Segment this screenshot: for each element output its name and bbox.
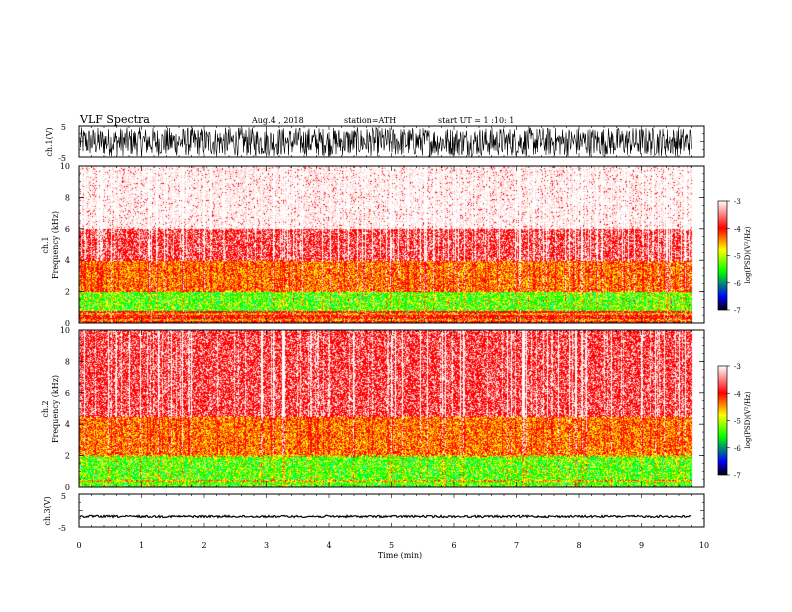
ch1-spectrogram-image: [79, 166, 704, 323]
time-tick-label: 6: [451, 541, 456, 550]
ch1-colorbar-tick-label: -6: [734, 280, 741, 288]
ch1-waveform-line: [79, 126, 692, 158]
ch1-ytick-bottom: -5: [58, 154, 66, 163]
ch1-colorbar-tick-label: -4: [734, 225, 741, 233]
ch2-spec-ytick-label: 10: [60, 326, 70, 335]
time-tick-label: 9: [639, 541, 644, 550]
ch2-colorbar-ticks: -3 -4 -5 -6 -7: [727, 363, 741, 480]
ch1-spec-ytick-label: 4: [65, 256, 70, 265]
start-ut-label: start UT = 1 :10: 1: [438, 116, 514, 125]
ch2-spec-ytick-label: 8: [65, 357, 70, 366]
ch1-waveform-ylabel: ch.1(V): [45, 127, 54, 156]
ch1-waveform-panel: 5 -5 ch.1(V): [45, 123, 705, 163]
ch1-spectrogram-ylabel-channel: ch.1: [41, 236, 50, 253]
ch1-spec-ytick-label: 8: [65, 193, 70, 202]
ch2-colorbar-tick-label: -5: [734, 418, 741, 426]
ch3-waveform-ticks: [78, 493, 705, 528]
ch2-spectrogram-ylabel-channel: ch.2: [41, 400, 50, 417]
ch1-ytick-top: 5: [61, 123, 66, 132]
ch1-colorbar-tick-label: -3: [734, 198, 741, 206]
time-axis-label: Time (min): [378, 551, 422, 560]
ch2-colorbar-tick-label: -3: [734, 363, 741, 371]
ch1-colorbar-label: log(PSD)(V²/Hz): [744, 226, 752, 283]
ch2-colorbar: -3 -4 -5 -6 -7 log(PSD)(V²/Hz): [717, 363, 752, 480]
time-tick-label: 7: [514, 541, 519, 550]
time-tick-label: 4: [326, 541, 331, 550]
ch2-spectrogram-ytick-labels: 0 2 4 6 8 10: [60, 326, 70, 492]
time-tick-label: 3: [264, 541, 269, 550]
ch2-spectrogram-ylabel-frequency: Frequency (kHz): [51, 375, 60, 443]
ch1-colorbar-tick-label: -7: [734, 307, 741, 315]
time-tick-label: 5: [389, 541, 394, 550]
ch1-waveform-trace: [79, 126, 692, 158]
ch1-spectrogram-panel: 0 2 4 6 8 10 ch.1 Frequency (kHz): [41, 162, 705, 328]
ch1-colorbar-tick-label: -5: [734, 253, 741, 261]
ch3-ytick-bottom: -5: [58, 524, 66, 533]
time-axis: 0 1 2 3 4 5 6 7 8 9 10: [76, 541, 709, 550]
ch2-colorbar-tick-label: -4: [734, 390, 741, 398]
ch3-waveform-panel: 5 -5 ch.3(V): [43, 492, 705, 533]
ch3-waveform-trace: [79, 514, 692, 519]
station-label: station=ATH: [344, 116, 396, 125]
ch1-spec-ytick-label: 0: [65, 319, 70, 328]
ch1-colorbar-gradient: [717, 200, 728, 311]
ch2-spectrogram-image: [79, 330, 704, 487]
ch3-waveform-line: [79, 514, 692, 519]
ch2-colorbar-tick-label: -6: [734, 445, 741, 453]
ch3-waveform-frame: [78, 493, 705, 528]
ch1-spec-ytick-label: 10: [60, 162, 70, 171]
time-tick-label: 0: [76, 541, 81, 550]
ch1-colorbar-ticks: -3 -4 -5 -6 -7: [727, 198, 741, 315]
ch3-waveform-ylabel: ch.3(V): [43, 496, 52, 525]
ch2-spectrogram-panel: 0 2 4 6 8 10 ch.2 Frequency (kHz): [41, 326, 705, 492]
ch3-ytick-top: 5: [61, 492, 66, 501]
date-label: Aug.4 , 2018: [251, 116, 304, 125]
ch2-spec-ytick-label: 2: [65, 452, 70, 461]
ch1-waveform-ticks: [78, 125, 705, 158]
time-tick-label: 10: [699, 541, 709, 550]
time-tick-label: 8: [576, 541, 581, 550]
ch1-spectrogram-ytick-labels: 0 2 4 6 8 10: [60, 162, 70, 328]
ch1-spec-ytick-label: 6: [65, 225, 70, 234]
time-tick-label: 2: [201, 541, 206, 550]
ch1-spectrogram-ylabel-frequency: Frequency (kHz): [51, 211, 60, 279]
ch1-colorbar: -3 -4 -5 -6 -7 log(PSD)(V²/Hz): [717, 198, 752, 315]
time-tick-label: 1: [139, 541, 144, 550]
ch1-spectrogram-ticks: [78, 165, 705, 324]
ch2-colorbar-gradient: [717, 365, 728, 476]
ch2-spectrogram-ticks: [78, 329, 705, 488]
ch2-colorbar-tick-label: -7: [734, 472, 741, 480]
ch2-colorbar-label: log(PSD)(V²/Hz): [744, 391, 752, 448]
ch1-spec-ytick-label: 2: [65, 288, 70, 297]
ch2-spec-ytick-label: 6: [65, 389, 70, 398]
figure-title: VLF Spectra: [79, 113, 150, 126]
ch2-spec-ytick-label: 0: [65, 483, 70, 492]
ch2-spec-ytick-label: 4: [65, 420, 70, 429]
